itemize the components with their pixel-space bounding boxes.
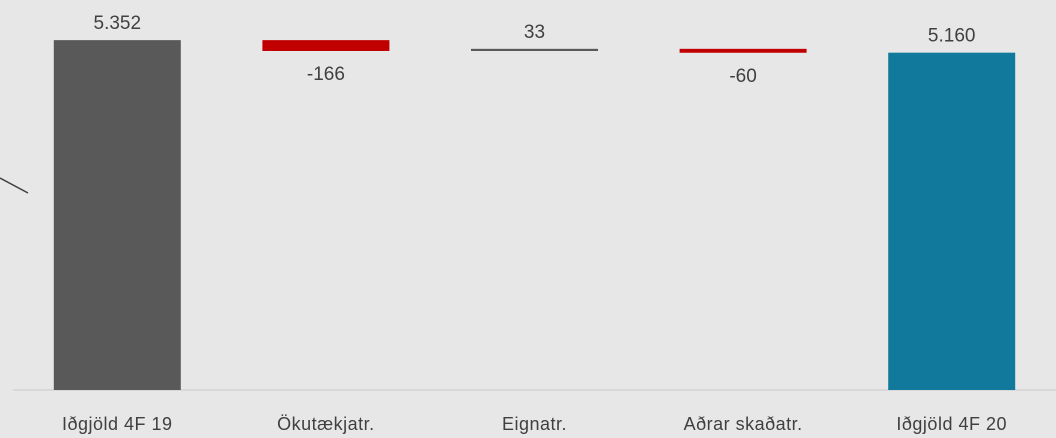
value-label: 5.160 bbox=[928, 26, 976, 47]
x-tick-label: Ökutækjatr. bbox=[277, 414, 375, 434]
x-tick-label: Aðrar skaðatr. bbox=[684, 414, 803, 434]
bar bbox=[888, 52, 1016, 390]
x-tick-label: Iðgjöld 4F 19 bbox=[62, 414, 173, 434]
x-tick-label: Iðgjöld 4F 20 bbox=[896, 414, 1007, 434]
value-label: -60 bbox=[729, 66, 756, 87]
axis-break bbox=[0, 177, 29, 194]
bar bbox=[471, 48, 598, 51]
bar bbox=[679, 48, 807, 53]
x-tick-label: Eignatr. bbox=[502, 414, 567, 434]
bar bbox=[53, 40, 181, 390]
value-label: -166 bbox=[307, 64, 345, 85]
value-label: 33 bbox=[524, 22, 545, 43]
bar bbox=[262, 40, 390, 51]
value-label: 5.352 bbox=[94, 13, 142, 34]
